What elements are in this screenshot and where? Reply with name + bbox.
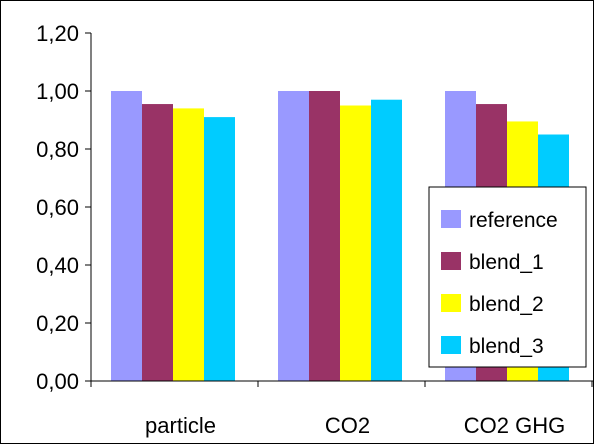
legend-swatch <box>441 210 461 228</box>
x-tick-label: CO2 <box>325 413 370 438</box>
legend-label: blend_1 <box>469 251 544 274</box>
x-axis-labels: particle CO2 CO2 GHG <box>90 381 593 438</box>
y-tick-label: 0,40 <box>36 253 79 278</box>
y-tick-label: 1,20 <box>36 21 79 46</box>
legend-swatch <box>441 294 461 312</box>
y-tick-label: 0,60 <box>36 195 79 220</box>
legend-swatch <box>441 336 461 354</box>
y-axis-ticks: 0,00 0,20 0,40 0,60 0,80 1,00 1,20 <box>36 21 91 394</box>
bar-blend_2-co2 <box>340 105 371 381</box>
bar-blend_3-particle <box>204 117 235 381</box>
bar-reference-co2 <box>278 91 309 381</box>
legend: reference blend_1 blend_2 blend_3 <box>428 186 587 368</box>
x-tick-label: particle <box>145 413 216 438</box>
y-tick-label: 0,80 <box>36 137 79 162</box>
bar-blend_1-particle <box>142 104 173 382</box>
bar-blend_3-co2 <box>371 99 402 381</box>
bar-blend_2-particle <box>173 108 204 382</box>
x-tick-label: CO2 GHG <box>464 413 565 438</box>
bar-reference-particle <box>111 91 142 381</box>
y-tick-label: 0,00 <box>36 369 79 394</box>
legend-label: reference <box>469 209 558 232</box>
bar-blend_1-co2 <box>309 91 340 381</box>
legend-label: blend_3 <box>469 335 544 358</box>
legend-swatch <box>441 252 461 270</box>
legend-label: blend_2 <box>469 293 544 316</box>
y-tick-label: 0,20 <box>36 311 79 336</box>
y-tick-label: 1,00 <box>36 79 79 104</box>
